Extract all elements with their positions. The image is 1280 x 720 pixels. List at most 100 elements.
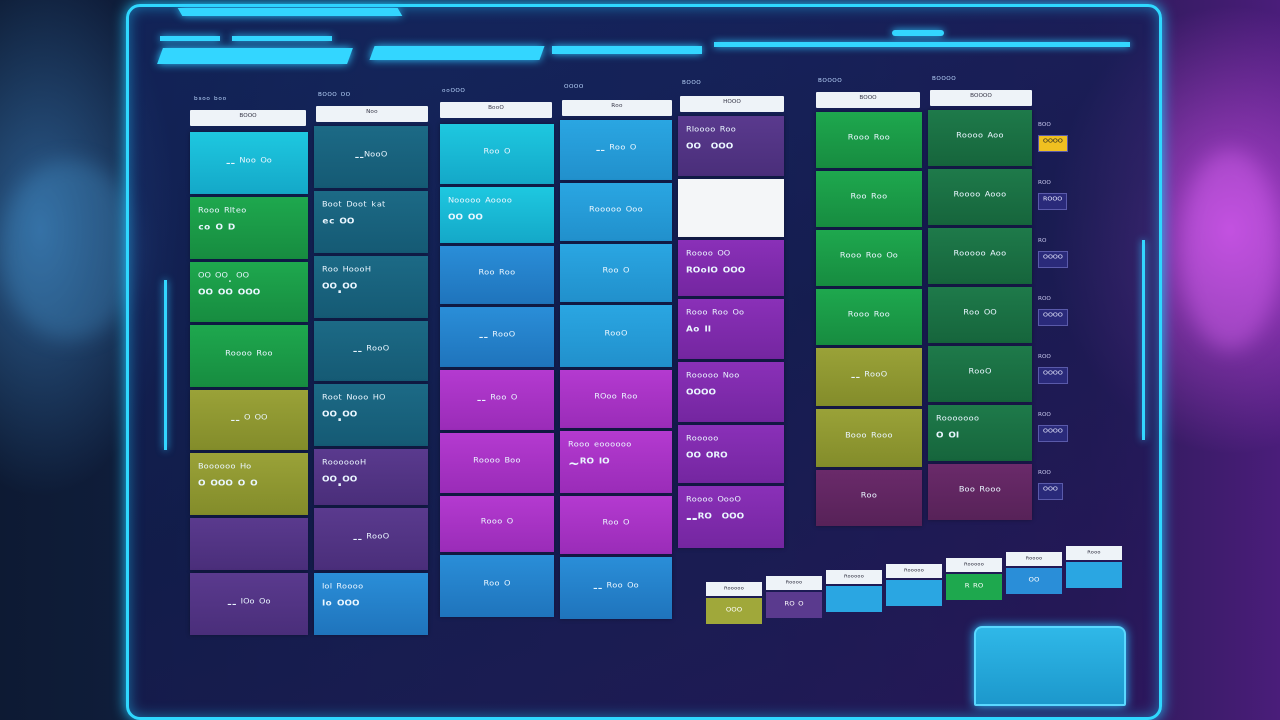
schedule-tile[interactable] [678,179,784,237]
column-header[interactable]: ᴺᵒᵒ [316,106,428,122]
action-panel-button[interactable] [974,626,1126,706]
column-header[interactable]: ᴿᵒᵒ [562,100,672,116]
side-status-item[interactable]: ᴮᴼᴼ ᴼᴼᴼᴼ [1038,122,1094,152]
schedule-tile[interactable]: ᴿᵒᵒᵒᵒ ᴿᵒᵒ [190,325,308,387]
tile-title: ᴿᵒᵒ ᴼ [483,578,511,594]
tag-value[interactable] [886,580,942,606]
tag-header[interactable]: ᴿᵒᵒᵒᵒᵒ [886,564,942,578]
side-status-item[interactable]: ᴿᴼᴼ ᴼᴼᴼᴼ [1038,296,1094,326]
schedule-tile[interactable]: ᴿᵒᵒᵒᵒᵒ ᴼᵒᵒ [560,183,672,241]
schedule-tile[interactable]: -- ᴼ ᴼᴼ [190,390,308,450]
hud-top-line [714,42,1130,47]
schedule-tile[interactable]: -- ᴿᵒᵒ ᴼ [440,370,554,430]
schedule-tile[interactable]: ᴿᵒᵒᵒᵒᵒᵒᵒ ᴼ ᴼᴵ [928,405,1032,461]
schedule-tile[interactable]: ᴿᵒᵒᵒ ᴿᵒᵒ ᴼᵒ [816,230,922,286]
schedule-tile[interactable]: ᴿᵒᵒ ᴼᴼ [928,287,1032,343]
column-header[interactable]: ᴴᴼᴼᴼ [680,96,784,112]
column-header[interactable]: ᴮᵒᵒᴼ [440,102,552,118]
schedule-tile[interactable]: -- ᴿᵒᵒ ᴼ [560,120,672,180]
schedule-tile[interactable]: ᴿᵒᵒᵒᵒ ᴬᵒᵒᵒ [928,169,1032,225]
tag-value[interactable]: ᴿ ᴿᴼ [946,574,1002,600]
tile-title: ᴿᵒᵒᵒ ᴿᴵᵗᵉᵒ [198,206,247,221]
schedule-tile[interactable]: ᴼᴼ ᴼᴼ. ᴼᴼ ᴼᴼ ᴼᴼ ᴼᴼᴼ [190,262,308,322]
schedule-tile[interactable]: ᴿᴵᵒᵒᵒᵒ ᴿᵒᵒ ᴼᴼ ᴼᴼᴼ [678,116,784,176]
tile-title: ᴿᵒᵒᵒᵒᵒ ᴺᵒᵒ [686,371,740,386]
hud-title-bar [157,48,353,64]
tag-value[interactable]: ᴼᴼ [1006,568,1062,594]
tag-value[interactable]: ᴼᴼᴼ [706,598,762,624]
schedule-tile[interactable]: ᴵᵒᴵ ᴿᵒᵒᵒᵒ ᴵᵒ ᴼᴼᴼ [314,573,428,635]
column-header[interactable]: ᴮᴼᴼᴼ [190,110,306,126]
schedule-tile[interactable] [190,518,308,570]
schedule-tile[interactable]: ᴿᵒᵒᵒᵒ ᴬᵒᵒ [928,110,1032,166]
schedule-tile[interactable]: ᴿᵒᵒᵒ ᴿᵒᵒ [816,112,922,168]
schedule-tile[interactable]: ᴿᵒᵒ ᴴᵒᵒᵒᴴ ᴼᴼ.ᴼᴼ [314,256,428,318]
schedule-tile[interactable]: ᴿᵒᵒ [816,470,922,526]
schedule-tile[interactable]: ᴿᵒᵒ ᴼ [440,555,554,617]
schedule-tile[interactable]: ᴿᵒᵒᵒᵒᵒ ᴬᵒᵒ [928,228,1032,284]
tile-title: ᴮᵒᵒᵒ ᴿᵒᵒᵒ [845,430,893,446]
schedule-tile[interactable]: ᴿᵒᵒ ᴼ [560,244,672,302]
tag-value[interactable] [1066,562,1122,588]
schedule-tile[interactable]: ᴮᵒᵒ ᴿᵒᵒᵒ [928,464,1032,520]
tile-title: --ᴺᵒᵒᴼ [354,149,388,165]
tag-header[interactable]: ᴿᵒᵒᵒᵒ [766,576,822,590]
tile-title: ᴿᵒᵒ [860,490,878,506]
tag-header[interactable]: ᴿᵒᵒᵒ [1066,546,1122,560]
schedule-tile[interactable]: ᴿᵒᵒᵒ ᴿᵒᵒ [816,289,922,345]
tile-value: ᴼ ᴼᴵ [936,430,960,446]
tag-header[interactable]: ᴿᵒᵒᵒᵒᵒ [706,582,762,596]
schedule-tile[interactable]: ᴮᵒᵒᵗ ᴰᵒᵒᵗ ᵏᵃᵗ ᵉᶜ ᴼᴼ [314,191,428,253]
schedule-tile[interactable]: ᴿᵒᵒᵒᵒᵒᵒᴴ ᴼᴼ.ᴼᴼ [314,449,428,505]
schedule-tile[interactable]: ᴿᵒᵒ ᴼ [560,496,672,554]
schedule-tile[interactable]: ᴿᵒᵒᵒᵒᵒ ᴼᴼ ᴼᴿᴼ [678,425,784,483]
schedule-tile[interactable]: -- ᴿᵒᵒᴼ [440,307,554,367]
schedule-tile[interactable]: ᴿᵒᵒᵒ ᴼ [440,496,554,552]
schedule-tile[interactable]: ᴿᵒᵒ ᴿᵒᵒ [440,246,554,304]
tag-value[interactable] [826,586,882,612]
tile-title: ᴿᵒᵒᵒᵒ ᴼᴼ [686,249,731,264]
tag-header[interactable]: ᴿᵒᵒᵒᵒ [1006,552,1062,566]
tag-header[interactable]: ᴿᵒᵒᵒᵒᵒ [826,570,882,584]
schedule-tile[interactable]: ᴿᵒᵒᵒᵒᵒ ᴺᵒᵒ ᴼᴼᴼᴼ [678,362,784,422]
schedule-tile[interactable]: ᴿᵒᵒᵒ ᴿᴵᵗᵉᵒ ᶜᵒ ᴼ ᴰ [190,197,308,259]
side-status-label: ᴿᴼᴼ [1038,470,1051,480]
side-status-value: ᴼᴼᴼᴼ [1038,425,1068,442]
schedule-tile[interactable]: ᴿᵒᵒᵒ ᴿᵒᵒ ᴼᵒ ᴬᵒ ᴵᴵ [678,299,784,359]
tile-title: ᴿᵒᵒᵒ ᴿᵒᵒ ᴼᵒ [839,250,899,266]
schedule-tile[interactable]: -- ᴿᵒᵒ ᴼᵒ [560,557,672,619]
tile-title: ᴿᵒᵒᵒᵒᵒᵒᵒ [936,414,980,429]
hud-top-notch [177,8,403,16]
column-header[interactable]: ᴮᴼᴼᴼ [816,92,920,108]
schedule-tile[interactable]: ᴺᵒᵒᵒᵒᵒ ᴬᵒᵒᵒᵒ ᴼᴼ ᴼᴼ [440,187,554,243]
schedule-tile[interactable]: ᴿᵒᵒᴼ [928,346,1032,402]
side-status-item[interactable]: ᴿᴼᴼ ᴼᴼᴼᴼ [1038,412,1094,442]
schedule-tile[interactable]: -- ᴺᵒᵒ ᴼᵒ [190,132,308,194]
tag-value[interactable]: ᴿᴼ ᴼ [766,592,822,618]
schedule-tile[interactable]: -- ᴵᴼᵒ ᴼᵒ [190,573,308,635]
schedule-tile[interactable]: ᴿᵒᵒ ᴼ [440,124,554,184]
schedule-tile[interactable]: ᴮᵒᵒᵒ ᴿᵒᵒᵒ [816,409,922,467]
schedule-tile[interactable]: -- ᴿᵒᵒᴼ [314,321,428,381]
tag-header[interactable]: ᴿᵒᵒᵒᵒᵒ [946,558,1002,572]
tile-title: ᴿᵒᵒᵒᵒᵒᵒᴴ [322,458,367,473]
tile-title: ᴿᵒᵒᵒᵒ ᴿᵒᵒ [225,348,273,364]
schedule-tile[interactable]: ᴿᵒᵒ ᴿᵒᵒ [816,171,922,227]
side-status-item[interactable]: ᴿᴼᴼ ᴿᴼᴼᴼ [1038,180,1094,210]
side-status-item[interactable]: ᴿᴼᴼ ᴼᴼᴼᴼ [1038,354,1094,384]
schedule-tile[interactable]: --ᴺᵒᵒᴼ [314,126,428,188]
schedule-tile[interactable]: ᴿᴼᵒᵒ ᴿᵒᵒ [560,370,672,428]
schedule-tile[interactable]: ᴿᵒᵒᴼ [560,305,672,367]
tile-value: ᴵᵒ ᴼᴼᴼ [322,598,360,614]
schedule-tile[interactable]: -- ᴿᵒᵒᴼ [816,348,922,406]
schedule-tile[interactable]: -- ᴿᵒᵒᴼ [314,508,428,570]
schedule-tile[interactable]: ᴿᵒᵒᵒᵒ ᴼᵒᵒᴼ --ᴿᴼ ᴼᴼᴼ [678,486,784,548]
column-header[interactable]: ᴮᴼᴼᴼᴼ [930,90,1032,106]
schedule-tile[interactable]: ᴮᵒᵒᵒᵒᵒᵒ ᴴᵒ ᴼ ᴼᴼᴼ ᴼ ᴼ [190,453,308,515]
schedule-tile[interactable]: ᴿᵒᵒᵗ ᴺᵒᵒᵒ ᴴᴼ ᴼᴼ.ᴼᴼ [314,384,428,446]
schedule-tile[interactable]: ᴿᵒᵒᵒᵒ ᴮᵒᵒ [440,433,554,493]
schedule-tile[interactable]: ᴿᵒᵒᵒᵒ ᴼᴼ ᴿᴼᵒᴵᴼ ᴼᴼᴼ [678,240,784,296]
schedule-tile[interactable]: ᴿᵒᵒᵒ ᵉᵒᵒᵒᵒᵒᵒ ~ᴿᴼ ᴵᴼ [560,431,672,493]
